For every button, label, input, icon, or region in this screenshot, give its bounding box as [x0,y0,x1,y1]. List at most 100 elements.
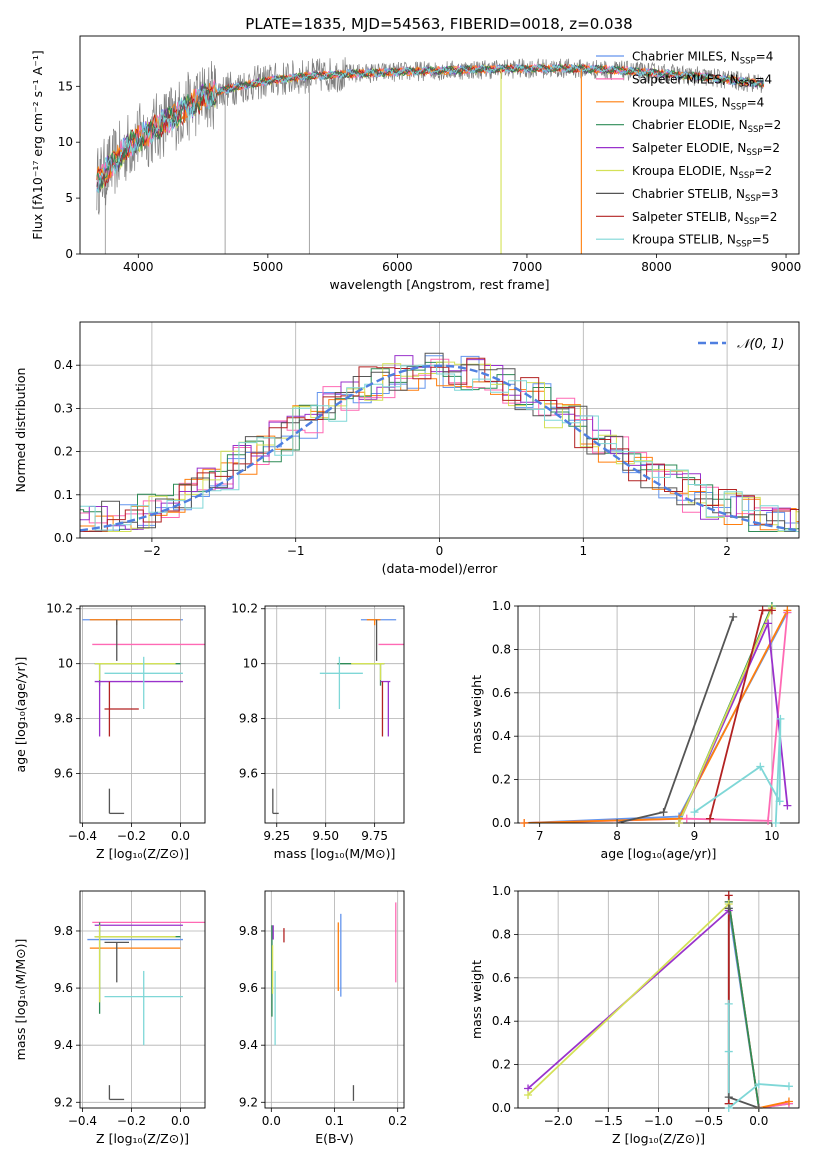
x-tick-label: 9000 [771,260,802,274]
y-tick-label: 9.4 [54,1038,73,1052]
mass-weight-marker [675,819,684,827]
x-axis-label: mass [log₁₀(M/M⊙)] [274,846,396,861]
y-axis-label: mass weight [469,960,484,1039]
mass-weight-marker [756,762,765,771]
x-tick-label: 0 [436,544,444,558]
mass-weight-marker [784,1082,793,1091]
legend-subscript: SSP [744,217,760,227]
x-tick-label: 6000 [382,260,413,274]
x-tick-label: −1.5 [594,1114,623,1128]
x-tick-label: 4000 [123,260,154,274]
x-tick-label: 9.50 [312,829,339,843]
legend-subscript: SSP [740,57,756,67]
y-axis-label: Normed distribution [13,368,28,493]
y-axis-label: mass weight [469,675,484,754]
x-tick-label: 0.0 [171,1114,190,1128]
mass-weight-marker [754,1080,763,1089]
y-tick-label: 0.2 [492,1058,511,1072]
mass-weight-line [678,607,773,823]
legend-count: =4 [754,72,772,86]
x-axis-label: Z [log₁₀(Z/Z⊙)] [96,1131,189,1146]
axes-frame [517,890,800,1109]
x-axis-label: age [log₁₀(age/yr)] [601,846,717,861]
y-tick-label: 9.6 [239,981,258,995]
x-tick-label: −2 [143,544,161,558]
gridlines [518,890,799,1109]
x-tick-label: −0.4 [68,829,97,843]
gridlines [265,606,404,823]
mass-weight-marker [775,797,784,806]
panel-mass-Z: −0.4 −0.2 0.0 9.2 9.4 9.6 9.8 Z [log₁₀(Z/Z⊙)] ma… [13,890,206,1146]
model-fit-line [96,62,765,194]
y-tick-label: 0.0 [492,816,511,830]
mass-weight-marker [705,814,714,823]
y-tick-label: 0.6 [492,971,511,985]
x-tick-label: 5000 [253,260,284,274]
legend-label: Chabrier MILES, NSSP=4 [632,50,773,67]
legend-count: =2 [760,210,778,224]
x-tick-label: 9.75 [361,829,388,843]
legend-label: Kroupa ELODIE, NSSP=2 [632,164,772,181]
x-tick-label: −2.0 [544,1114,573,1128]
legend-count: =4 [756,50,774,64]
x-axis-label: Z [log₁₀(Z/Z⊙)] [96,846,189,861]
mass-weight-marker [724,999,733,1008]
axes-frame [79,35,800,255]
x-axis-label: Z [log₁₀(Z/Z⊙)] [612,1131,705,1146]
plot-area [524,606,789,823]
y-tick-label: 0.1 [54,488,73,502]
mass-weight-line [524,609,789,823]
histogram-step-line [80,364,799,532]
y-tick-label: 0.4 [54,358,73,372]
x-tick-label: 8000 [641,260,672,274]
panel-residuals: −2 −1 0 1 2 0.0 0.1 0.2 0.3 0.4 (data-model)/error… [13,321,800,576]
x-tick-label: −0.2 [117,829,146,843]
axes-frame [79,890,206,1109]
x-tick-label: 0.0 [262,1114,281,1128]
mass-weight-marker [724,1047,733,1056]
gridlines [518,605,799,824]
observed-spectrum-line [96,57,765,216]
mass-weight-marker [764,816,773,825]
legend-label: Kroupa STELIB, NSSP=5 [632,233,770,250]
mass-weight-marker [524,1090,533,1099]
legend-label: Salpeter MILES, NSSP=4 [632,72,772,89]
mass-weight-line [727,901,760,1108]
legend-label: Salpeter ELODIE, NSSP=2 [632,141,780,158]
mass-weight-line [709,609,772,819]
mass-weight-marker [729,612,738,621]
y-tick-label: 9.6 [239,767,258,781]
panel-spectrum: 4000 5000 6000 7000 8000 9000 0 5 10 15 wavelength… [30,35,802,292]
y-tick-label: 9.8 [54,712,73,726]
y-axis-label: age [log₁₀(age/yr)] [13,657,28,773]
plot-area [527,895,790,1108]
gaussian-reference-curve [80,364,799,532]
y-axis-label: mass [log₁₀(M/M⊙)] [13,939,28,1061]
y-tick-label: 10 [58,657,73,671]
panel-weight-age: 7 8 9 10 0.0 0.2 0.4 0.6 0.8 1.0 age [log₁₀(age/yr… [469,599,800,861]
axes-frame [79,605,206,824]
axes-frame [264,890,405,1109]
x-tick-label: 8 [613,829,621,843]
mass-weight-marker [520,819,529,827]
mass-weight-marker [613,819,622,827]
legend-subscript: SSP [739,79,755,89]
legend-subscript: SSP [736,240,752,250]
x-tick-label: 10 [764,829,779,843]
panel-weight-Z: −2.0 −1.5 −1.0 −0.5 0.0 0.0 0.2 0.4 0.6 0.8 1.0 Z [… [469,884,800,1146]
legend-subscript: SSP [746,148,762,158]
mass-weight-marker [776,714,785,723]
mass-weight-line [524,612,789,823]
y-tick-label: 10 [58,135,73,149]
gridlines [265,891,404,1108]
legend-label: Chabrier ELODIE, NSSP=2 [632,118,781,135]
y-tick-label: 5 [65,191,73,205]
mass-weight-marker [659,808,668,817]
y-tick-label: 9.8 [239,712,258,726]
x-axis-label: wavelength [Angstrom, rest frame] [329,277,549,292]
mass-weight-marker [754,1104,763,1112]
x-tick-label: 7 [536,829,544,843]
legend-count: =2 [764,118,782,132]
plot-area [87,921,205,1101]
mass-weight-marker [758,606,767,615]
